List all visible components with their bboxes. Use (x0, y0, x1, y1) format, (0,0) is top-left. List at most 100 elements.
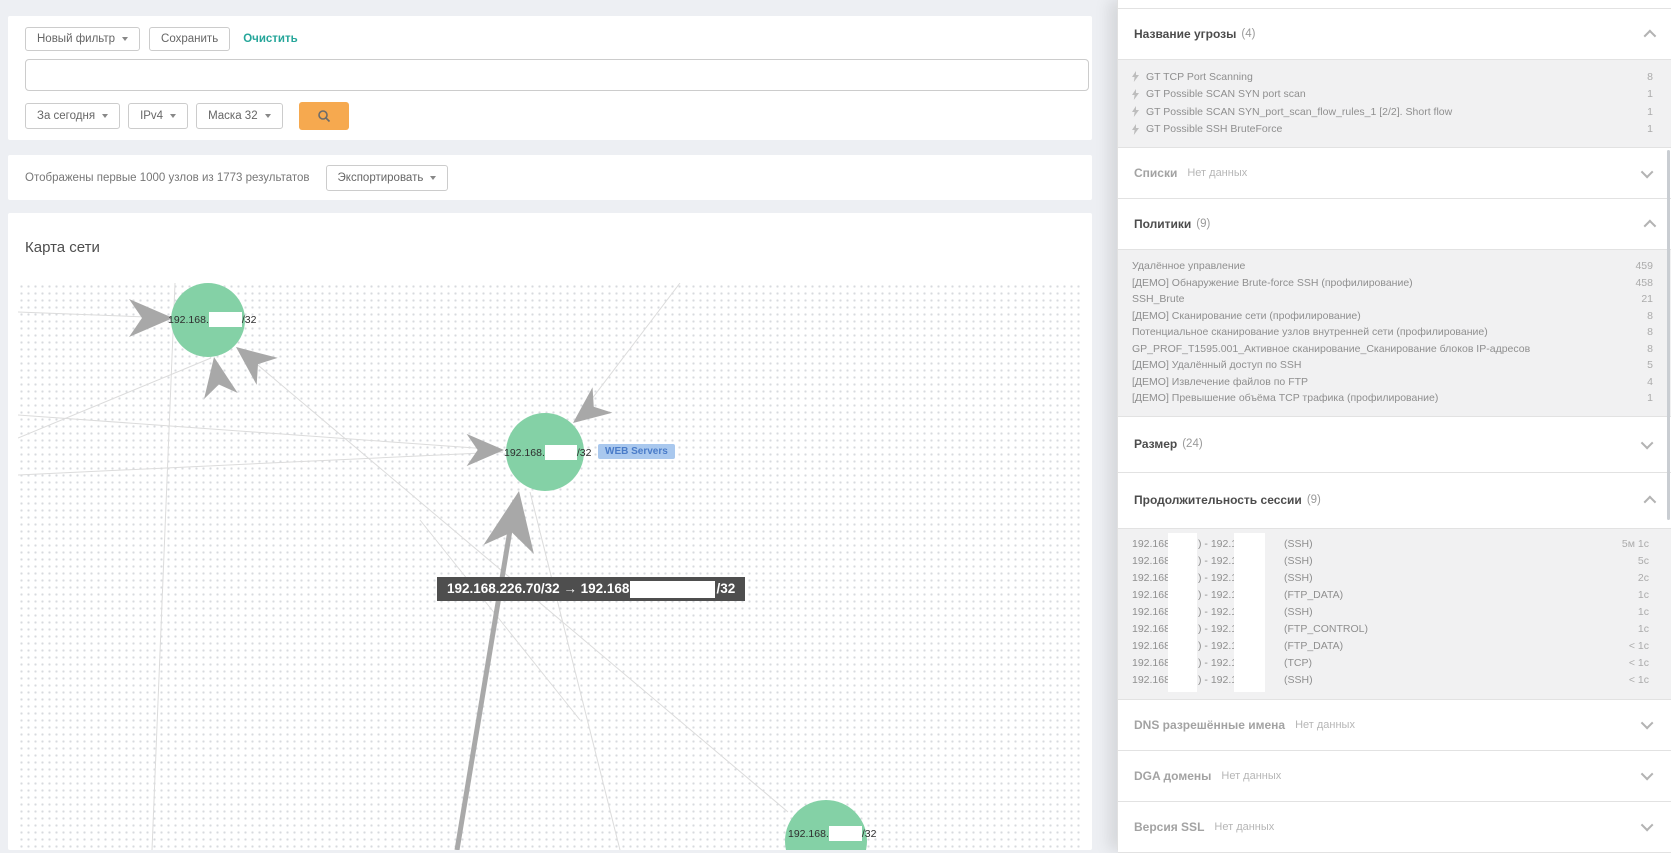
search-button[interactable] (298, 102, 349, 130)
chevron-down-icon[interactable] (1640, 165, 1654, 178)
session-duration: < 1с (1628, 656, 1649, 669)
policy-list-item[interactable]: [ДЕМО] Сканирование сети (профилирование… (1132, 308, 1653, 325)
threat-label: GT Possible SSH BruteForce (1146, 123, 1283, 136)
section-title: DNS разрешённые имена (1134, 717, 1286, 732)
policy-label: [ДЕМО] Обнаружение Brute-force SSH (проф… (1132, 276, 1413, 289)
section-header-ssl[interactable]: Версия SSL Нет данных (1118, 801, 1671, 853)
caret-down-icon (430, 175, 437, 180)
chevron-down-icon[interactable] (1640, 767, 1654, 781)
arrow-right-icon: → (563, 581, 577, 596)
threat-list-item[interactable]: GT Possible SCAN SYN_port_scan_flow_rule… (1132, 103, 1653, 121)
chevron-up-icon[interactable] (1643, 495, 1657, 508)
session-src: 192.168.2 (1132, 673, 1179, 686)
section-header-dga[interactable]: DGA домены Нет данных (1118, 750, 1671, 802)
node-label[interactable]: 192.168. /32 (168, 312, 256, 327)
session-protocol: (SSH) (1284, 605, 1313, 618)
threats-list: GT TCP Port Scanning 8 GT Possible SCAN … (1118, 60, 1671, 148)
threat-count: 1 (1647, 105, 1653, 118)
session-src: 192.168.2 (1132, 588, 1179, 601)
policy-list-item[interactable]: [ДЕМО] Удалённый доступ по SSH 5 (1132, 357, 1653, 374)
redaction-box (208, 312, 242, 327)
node-label[interactable]: 192.168. /32 (504, 445, 591, 460)
section-header-size[interactable]: Размер (24) (1118, 416, 1671, 473)
redaction-box (828, 826, 862, 841)
chevron-down-icon[interactable] (1640, 818, 1654, 832)
network-node[interactable] (171, 283, 245, 357)
filter-buttons-row: Новый фильтр Сохранить Очистить (25, 27, 302, 51)
threat-label: GT Possible SCAN SYN port scan (1146, 88, 1306, 101)
network-node[interactable] (785, 800, 867, 850)
policy-list-item[interactable]: [ДЕМО] Превышение объёма TCP трафика (пр… (1132, 390, 1653, 407)
policy-label: [ДЕМО] Сканирование сети (профилирование… (1132, 309, 1361, 322)
session-src: 192.168.2 (1132, 554, 1179, 567)
filter-options-row: За сегодня IPv4 Маска 32 (25, 102, 349, 130)
section-header-lists[interactable]: Списки Нет данных (1118, 148, 1671, 199)
section-header-sessions[interactable]: Продолжительность сессии (9) (1118, 472, 1671, 529)
session-list-item[interactable]: 192.168.2) - 192.168. (SSH) 5с (1132, 554, 1653, 571)
node-mask-suffix: /32 (241, 313, 257, 326)
export-button[interactable]: Экспортировать (325, 164, 449, 191)
section-title: Списки (1134, 166, 1178, 180)
period-dropdown[interactable]: За сегодня (25, 103, 121, 129)
panel-scrollbar[interactable] (1667, 150, 1670, 520)
policy-label: [ДЕМО] Удалённый доступ по SSH (1132, 359, 1302, 372)
policy-list-item[interactable]: [ДЕМО] Извлечение файлов по FTP 4 (1132, 374, 1653, 391)
session-list-item[interactable]: 192.168.2) - 192.168. (SSH) 5м 1с (1132, 537, 1653, 554)
results-summary: Отображены первые 1000 узлов из 1773 рез… (25, 171, 310, 184)
node-mask-suffix: /32 (576, 446, 592, 459)
chevron-up-icon[interactable] (1643, 219, 1657, 232)
session-list-item[interactable]: 192.168.2) - 192.168. (SSH) 2с (1132, 571, 1653, 588)
threat-list-item[interactable]: GT Possible SCAN SYN port scan 1 (1132, 86, 1653, 104)
tooltip-dst-ip: 192.168 (580, 581, 630, 596)
caret-down-icon (170, 114, 177, 118)
session-list-item[interactable]: 192.168.2) - 192.168. (FTP_CONTROL) 1с (1132, 622, 1653, 639)
node-label[interactable]: 192.168. /32 (788, 826, 876, 841)
save-filter-button[interactable]: Сохранить (149, 27, 231, 51)
section-header-policies[interactable]: Политики (9) (1118, 199, 1671, 250)
network-map-card: Карта сети (8, 213, 1092, 850)
threat-label: GT TCP Port Scanning (1146, 70, 1253, 83)
section-header-dns[interactable]: DNS разрешённые имена Нет данных (1118, 699, 1671, 751)
session-duration: < 1с (1628, 639, 1649, 652)
map-title: Карта сети (25, 239, 100, 256)
session-list-item[interactable]: 192.168.2) - 192.168. (SSH) < 1с (1132, 673, 1653, 690)
chevron-down-icon[interactable] (1640, 436, 1654, 449)
policy-list-item[interactable]: Потенциальное сканирование узлов внутрен… (1132, 324, 1653, 341)
ip-version-label: IPv4 (140, 110, 164, 122)
session-list-item[interactable]: 192.168.2) - 192.168. (FTP_DATA) < 1с (1132, 639, 1653, 656)
session-protocol: (TCP) (1284, 656, 1312, 669)
section-count: (24) (1182, 438, 1203, 450)
clear-filter-button[interactable]: Очистить (239, 33, 302, 45)
threat-list-item[interactable]: GT Possible SSH BruteForce 1 (1132, 121, 1653, 139)
session-protocol: (SSH) (1284, 537, 1313, 550)
policy-list-item[interactable]: SSH_Brute 21 (1132, 291, 1653, 308)
policy-label: [ДЕМО] Превышение объёма TCP трафика (пр… (1132, 392, 1439, 405)
chevron-up-icon[interactable] (1643, 29, 1657, 42)
session-list-item[interactable]: 192.168.2) - 192.168. (SSH) 1с (1132, 605, 1653, 622)
session-src: 192.168.2 (1132, 656, 1179, 669)
session-list-item[interactable]: 192.168.2) - 192.168. (FTP_DATA) 1с (1132, 588, 1653, 605)
ip-version-dropdown[interactable]: IPv4 (128, 103, 189, 129)
clear-filter-label: Очистить (243, 33, 298, 45)
network-map-graph[interactable] (18, 283, 1082, 850)
policy-list-item[interactable]: [ДЕМО] Обнаружение Brute-force SSH (проф… (1132, 275, 1653, 292)
section-header-threats[interactable]: Название угрозы (4) (1118, 9, 1671, 60)
mask-dropdown[interactable]: Маска 32 (196, 103, 283, 129)
session-duration: 5с (1637, 554, 1649, 567)
policy-count: 4 (1647, 375, 1653, 388)
filter-query-input[interactable] (25, 59, 1089, 91)
policy-list-item[interactable]: GP_PROF_T1595.001_Активное сканирование_… (1132, 341, 1653, 358)
node-ip-prefix: 192.168. (168, 313, 209, 326)
node-group-badge: WEB Servers (598, 444, 675, 459)
chevron-down-icon[interactable] (1640, 716, 1654, 730)
network-map-canvas[interactable]: 192.168. /32 192.168. /32 192.168. /32 WEB … (18, 283, 1082, 850)
section-title: Продолжительность сессии (1134, 493, 1302, 507)
new-filter-button[interactable]: Новый фильтр (25, 27, 141, 51)
policy-list-item[interactable]: Удалённое управление 459 (1132, 258, 1653, 275)
redaction-box (1168, 532, 1197, 692)
no-data-label: Нет данных (1214, 820, 1275, 833)
highlighted-edge[interactable] (454, 499, 518, 850)
threat-list-item[interactable]: GT TCP Port Scanning 8 (1132, 68, 1653, 86)
section-count: (9) (1306, 494, 1321, 506)
session-list-item[interactable]: 192.168.2) - 192.168. (TCP) < 1с (1132, 656, 1653, 673)
